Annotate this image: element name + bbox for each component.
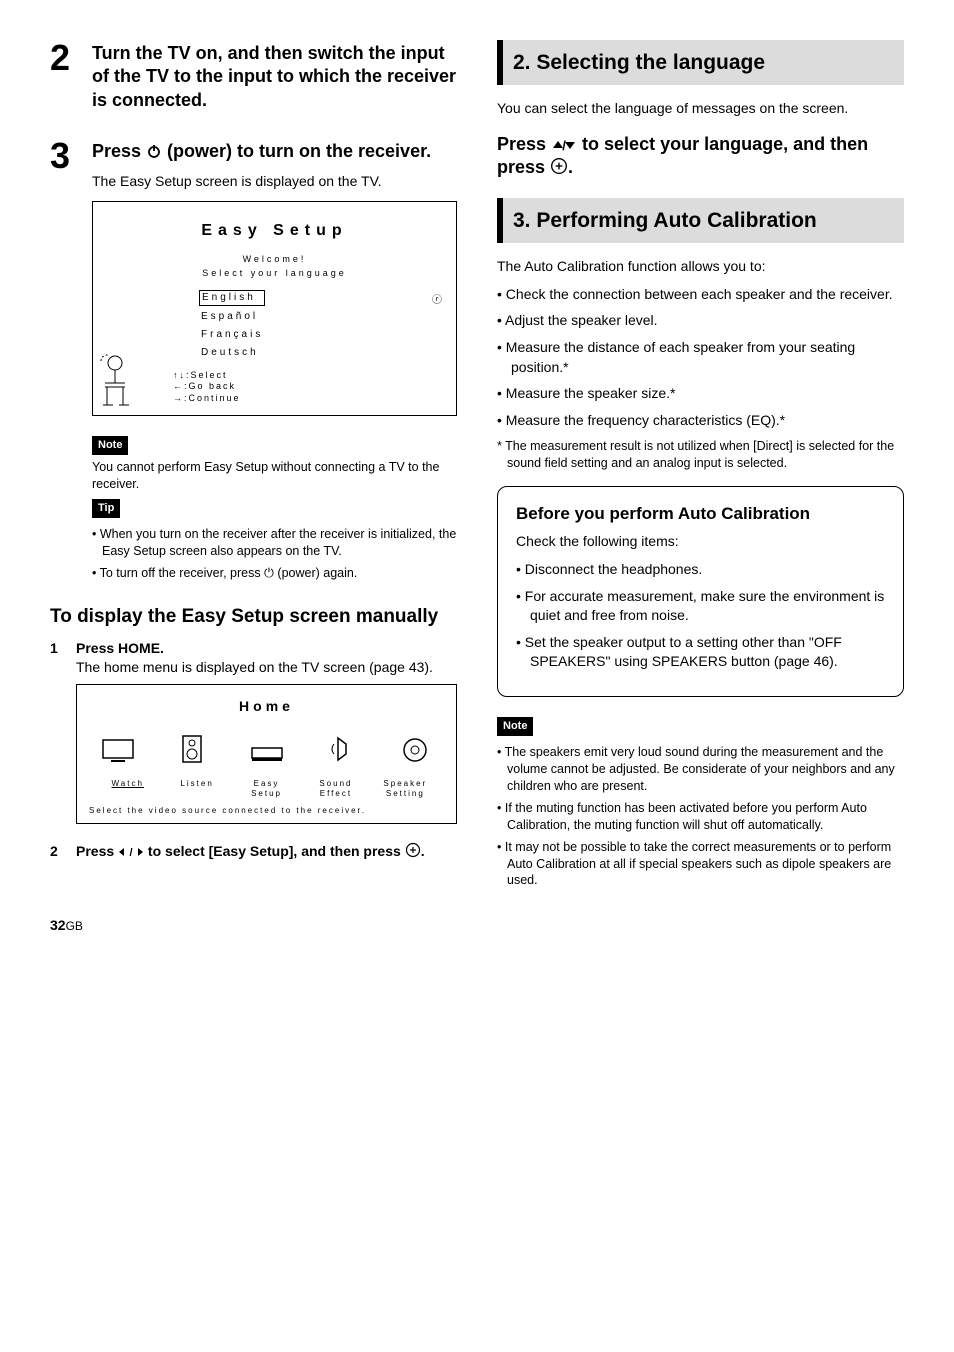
- substep-2: 2 Press / to select [Easy Setup], and th…: [50, 842, 457, 862]
- easy-setup-title: Easy Setup: [109, 220, 440, 242]
- lang-deutsch: Deutsch: [199, 346, 440, 360]
- speaker-setting-icon: [394, 736, 436, 773]
- section-2-desc: You can select the language of messages …: [497, 99, 904, 119]
- manual-setup-heading: To display the Easy Setup screen manuall…: [50, 605, 457, 629]
- hint-select: ↑↓:Select: [173, 370, 440, 382]
- easy-setup-hints: ↑↓:Select ←:Go back →:Continue: [173, 370, 440, 405]
- hint-continue: →:Continue: [173, 393, 440, 405]
- svg-text:/: /: [562, 138, 566, 152]
- home-label-row: Watch Listen Easy Setup Sound Effect Spe…: [89, 779, 444, 798]
- label-watch: Watch: [93, 779, 162, 798]
- note-badge-right: Note: [497, 717, 533, 736]
- right-note-3: It may not be possible to take the corre…: [497, 839, 904, 890]
- home-screen: Home: [76, 684, 457, 824]
- label-easy-setup: Easy Setup: [232, 779, 301, 798]
- easy-setup-screen: Easy Setup Welcome! Select your language…: [92, 201, 457, 416]
- auto-cal-item-5: Measure the frequency characteristics (E…: [497, 411, 904, 431]
- page-num-value: 32: [50, 917, 66, 933]
- before-auto-cal-box: Before you perform Auto Calibration Chec…: [497, 486, 904, 697]
- substep-1: 1 Press HOME. The home menu is displayed…: [50, 639, 457, 834]
- step-3-title: Press (power) to turn on the receiver.: [92, 140, 457, 163]
- sec2-a: Press: [497, 134, 551, 154]
- step-3-title-a: Press: [92, 141, 146, 161]
- note-badge: Note: [92, 436, 128, 455]
- power-icon: [146, 143, 162, 159]
- right-note-list: The speakers emit very loud sound during…: [497, 744, 904, 889]
- step-2: 2 Turn the TV on, and then switch the in…: [50, 40, 457, 120]
- step-2-number: 2: [50, 40, 78, 120]
- up-down-arrows-icon: /: [551, 138, 577, 152]
- home-title: Home: [89, 697, 444, 717]
- step-3-number: 3: [50, 138, 78, 587]
- substep-2-a: Press: [76, 843, 118, 859]
- tip-list: When you turn on the receiver after the …: [92, 526, 457, 582]
- substep-1-desc: The home menu is displayed on the TV scr…: [76, 658, 457, 678]
- listen-icon: [171, 734, 213, 773]
- section-2-instruction: Press / to select your language, and the…: [497, 133, 904, 180]
- auto-cal-list: Check the connection between each speake…: [497, 285, 904, 431]
- home-hint: Select the video source connected to the…: [89, 806, 444, 816]
- substep-1-num: 1: [50, 639, 64, 834]
- substep-2-title: Press / to select [Easy Setup], and then…: [76, 842, 457, 862]
- step-3-desc: The Easy Setup screen is displayed on th…: [92, 172, 457, 192]
- mic-icon: [99, 353, 141, 409]
- step-3-title-b: (power) to turn on the receiver.: [162, 141, 431, 161]
- auto-cal-footnote: * The measurement result is not utilized…: [497, 438, 904, 472]
- home-icon-row: [89, 734, 444, 773]
- right-note-1: The speakers emit very loud sound during…: [497, 744, 904, 795]
- easy-setup-icon: [246, 742, 288, 773]
- auto-cal-item-2: Adjust the speaker level.: [497, 311, 904, 331]
- before-item-1: Disconnect the headphones.: [516, 560, 885, 580]
- easy-setup-welcome: Welcome!: [109, 253, 440, 266]
- enter-icon: [405, 842, 421, 858]
- watch-icon: [97, 738, 139, 773]
- auto-cal-item-1: Check the connection between each speake…: [497, 285, 904, 305]
- left-right-arrows-icon: /: [118, 846, 144, 858]
- tip-2: To turn off the receiver, press ⏻ (power…: [92, 565, 457, 582]
- auto-cal-item-3: Measure the distance of each speaker fro…: [497, 338, 904, 377]
- substep-2-b: to select [Easy Setup], and then press: [144, 843, 405, 859]
- page-number: 32GB: [50, 916, 904, 936]
- section-3-desc: The Auto Calibration function allows you…: [497, 257, 904, 277]
- enter-icon: [550, 157, 568, 175]
- label-sound-effect: Sound Effect: [301, 779, 370, 798]
- before-item-3: Set the speaker output to a setting othe…: [516, 633, 885, 672]
- step-2-title: Turn the TV on, and then switch the inpu…: [92, 42, 457, 112]
- resolution-icon: ⓡ: [432, 294, 442, 308]
- before-auto-cal-lead: Check the following items:: [516, 532, 885, 552]
- page-num-suffix: GB: [66, 919, 83, 933]
- tip-badge: Tip: [92, 499, 120, 518]
- right-note-2: If the muting function has been activate…: [497, 800, 904, 834]
- tip-1: When you turn on the receiver after the …: [92, 526, 457, 560]
- label-listen: Listen: [162, 779, 231, 798]
- label-speaker-setting: Speaker Setting: [371, 779, 440, 798]
- step-3: 3 Press (power) to turn on the receiver.…: [50, 138, 457, 587]
- svg-text:/: /: [130, 847, 133, 858]
- sound-effect-icon: [320, 734, 362, 773]
- before-auto-cal-title: Before you perform Auto Calibration: [516, 503, 885, 524]
- substep-2-c: .: [421, 843, 425, 859]
- section-3-heading: 3. Performing Auto Calibration: [497, 198, 904, 243]
- substep-1-title: Press HOME.: [76, 639, 457, 659]
- easy-setup-prompt: Select your language: [109, 267, 440, 280]
- auto-cal-item-4: Measure the speaker size.*: [497, 384, 904, 404]
- sec2-c: .: [568, 157, 573, 177]
- language-list: English Español Français Deutsch: [199, 290, 440, 360]
- substep-2-num: 2: [50, 842, 64, 862]
- before-item-2: For accurate measurement, make sure the …: [516, 587, 885, 626]
- note-text: You cannot perform Easy Setup without co…: [92, 459, 457, 493]
- hint-back: ←:Go back: [173, 381, 440, 393]
- lang-espanol: Español: [199, 310, 440, 324]
- before-auto-cal-list: Disconnect the headphones. For accurate …: [516, 560, 885, 672]
- lang-english: English: [199, 290, 265, 306]
- lang-francais: Français: [199, 328, 440, 342]
- section-2-heading: 2. Selecting the language: [497, 40, 904, 85]
